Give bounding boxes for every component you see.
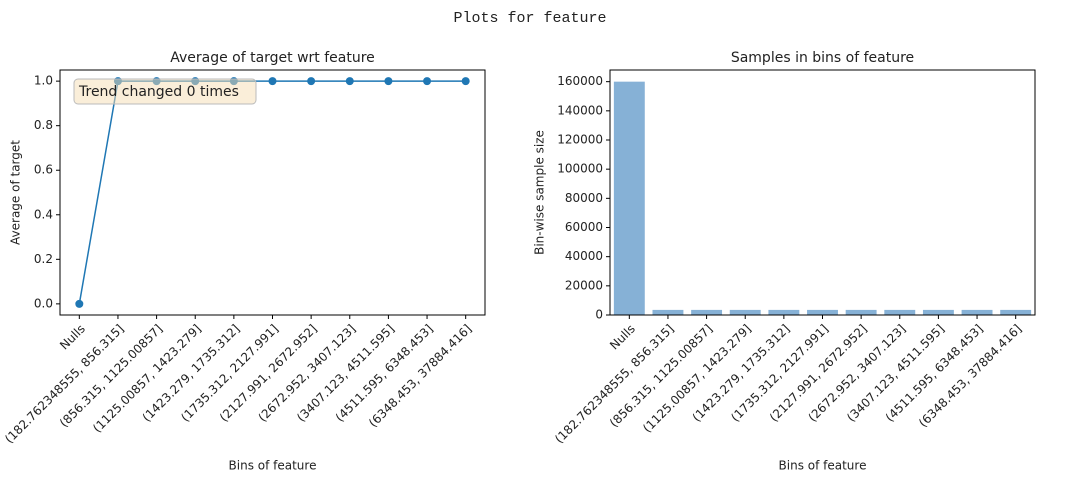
y-tick-label: 160000 <box>557 74 603 88</box>
y-tick-label: 40000 <box>565 249 603 263</box>
bar <box>768 309 800 315</box>
y-tick-label: 100000 <box>557 162 603 176</box>
marker <box>345 77 354 86</box>
bar <box>729 309 761 315</box>
y-tick-label: 0.8 <box>34 118 53 132</box>
marker <box>423 77 432 86</box>
bar <box>691 309 723 315</box>
axes-frame <box>609 69 1036 316</box>
bar <box>961 309 993 315</box>
figure-title: Plots for feature <box>453 10 606 27</box>
x-tick-label: Nulls <box>57 322 88 353</box>
bar <box>807 309 838 315</box>
y-axis-label: Bin-wise sample size <box>533 130 547 255</box>
x-axis-label: Bins of feature <box>229 459 317 473</box>
annotation: Trend changed 0 times <box>78 84 239 100</box>
bar <box>613 81 645 316</box>
marker <box>75 299 84 308</box>
y-tick-label: 140000 <box>557 103 603 117</box>
y-tick-label: 0.0 <box>34 296 53 310</box>
y-tick-label: 0 <box>595 308 603 322</box>
y-tick-label: 0.6 <box>34 163 53 177</box>
y-tick-label: 20000 <box>565 278 603 292</box>
chart-title: Samples in bins of feature <box>731 50 914 66</box>
y-tick-label: 80000 <box>565 191 603 205</box>
y-tick-label: 1.0 <box>34 74 53 88</box>
chart-title: Average of target wrt feature <box>170 50 375 66</box>
y-tick-label: 120000 <box>557 133 603 147</box>
x-tick-label: Nulls <box>607 322 638 353</box>
y-tick-label: 0.2 <box>34 252 53 266</box>
y-axis-label: Average of target <box>9 140 23 245</box>
marker <box>307 77 316 86</box>
annotation-box <box>73 78 257 105</box>
axes-frame <box>59 69 486 316</box>
y-tick-label: 60000 <box>565 220 603 234</box>
bar <box>652 309 684 315</box>
x-axis-label: Bins of feature <box>779 459 867 473</box>
marker <box>268 77 277 86</box>
bar <box>922 309 954 315</box>
line <box>78 80 466 304</box>
bar <box>845 309 877 315</box>
bar <box>884 309 916 315</box>
y-tick-label: 0.4 <box>34 207 53 221</box>
bar <box>1000 309 1032 315</box>
marker <box>461 77 470 86</box>
marker <box>384 77 393 86</box>
